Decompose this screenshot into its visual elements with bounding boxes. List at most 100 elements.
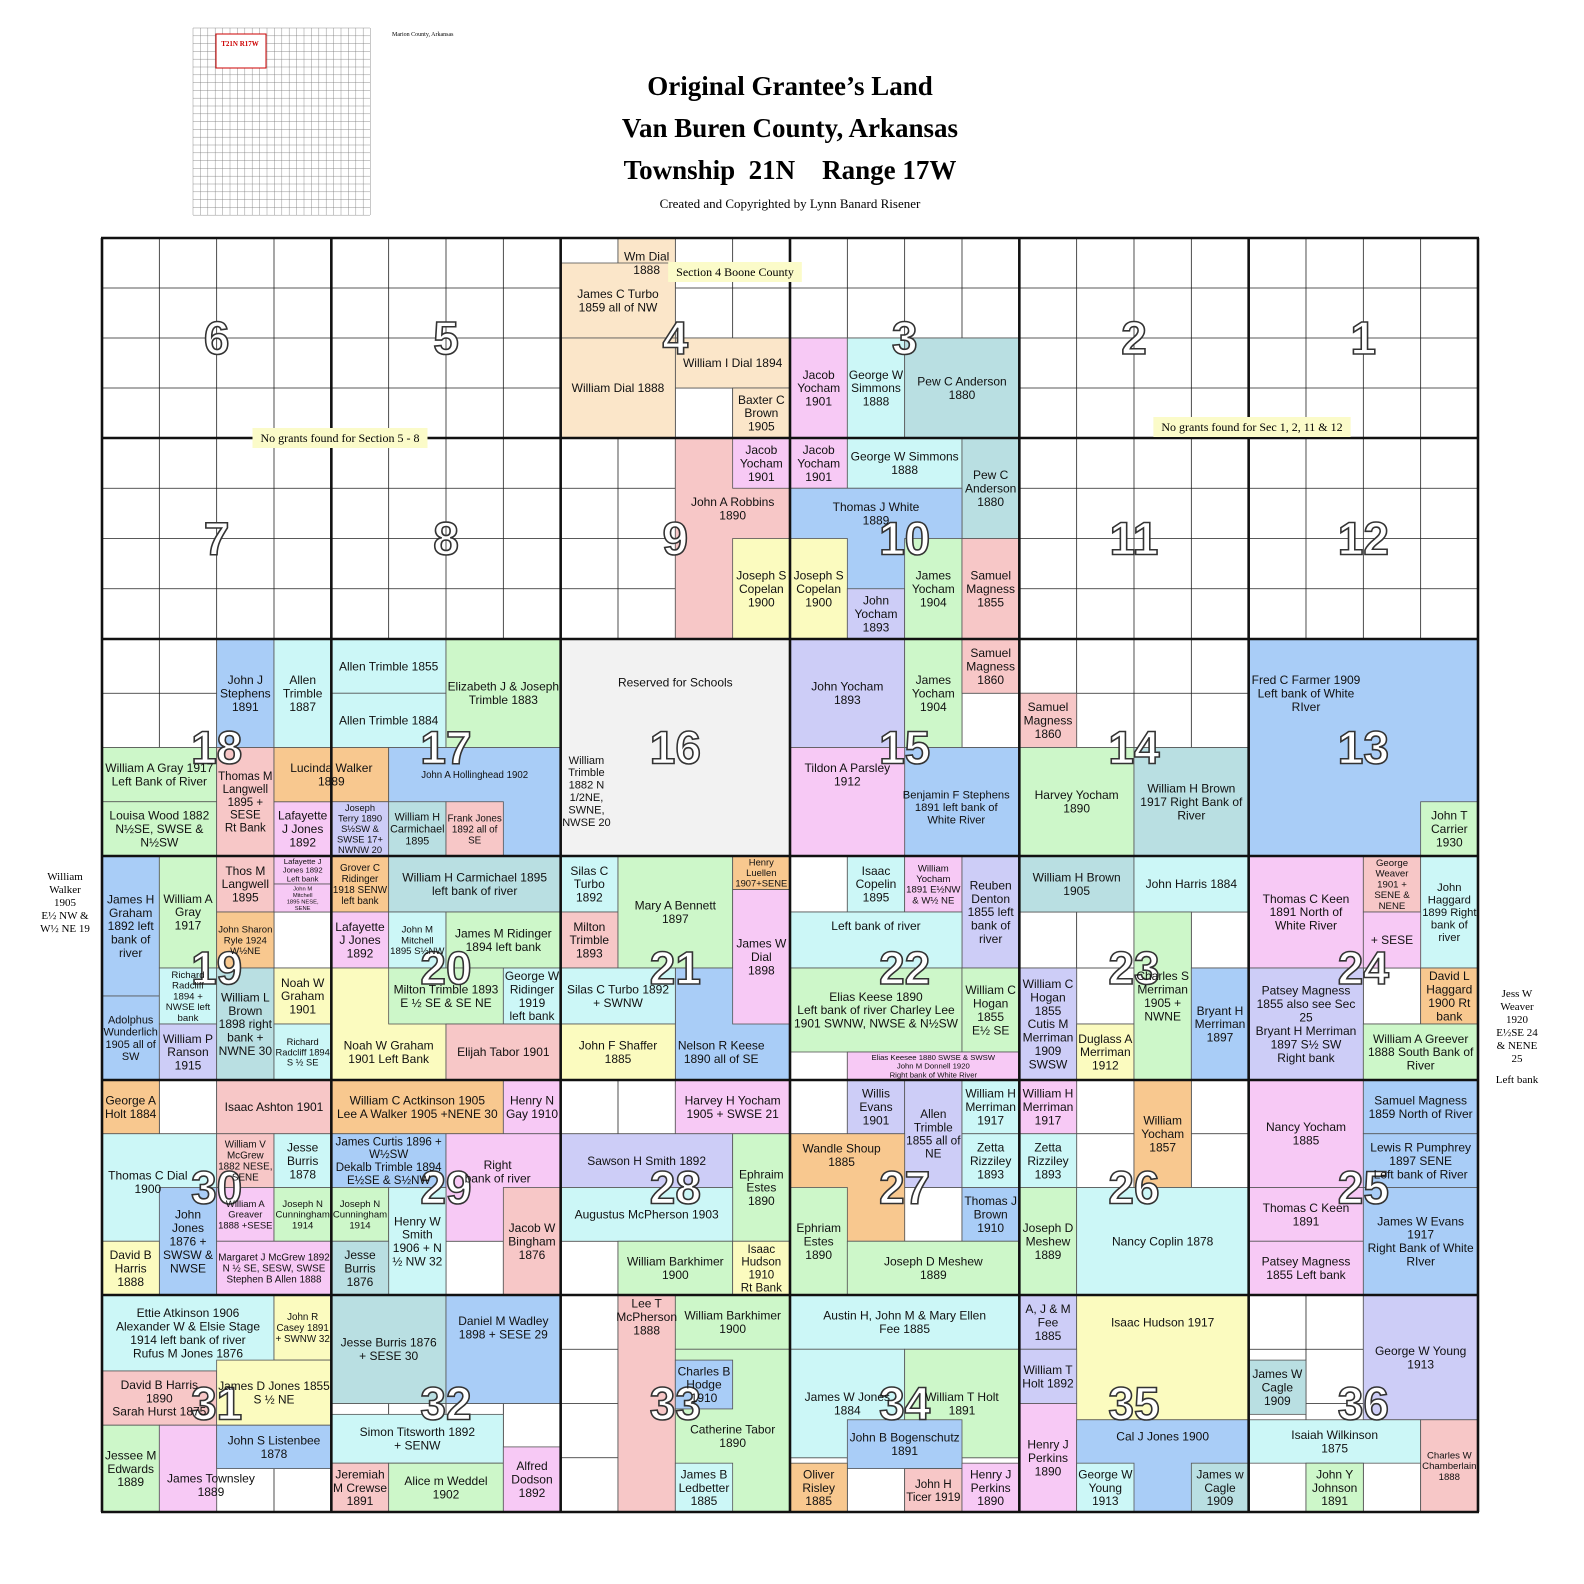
parcel-line: Weaver (1375, 869, 1409, 880)
parcel (961, 855, 1020, 969)
parcel-label: James M Ridinger 1894 left bank (455, 926, 552, 953)
parcel (101, 995, 160, 1081)
parcel (1190, 967, 1250, 1081)
parcel-line: William A (163, 892, 212, 906)
parcel-label: Noah W Graham 1901 (281, 976, 325, 1017)
parcel-line: Rt Bank (225, 823, 266, 835)
parcel-label: John Yocham 1893 (855, 594, 898, 635)
parcel-label: Joseph N Cunningham 1914 (333, 1199, 387, 1231)
parcel-line: left bank (509, 1009, 554, 1023)
section-number: 3 (892, 312, 918, 364)
parcel-line: Elijah Tabor 1901 (457, 1045, 550, 1059)
parcel-line: 1901 Left Bank (348, 1052, 430, 1066)
parcel-line: John (863, 594, 889, 608)
parcel-line: 1917 (175, 919, 202, 933)
parcel-line: John (175, 1208, 201, 1222)
parcel (330, 692, 447, 748)
parcel (560, 1133, 734, 1188)
parcel-line: Pew C (973, 468, 1009, 482)
parcel-line: Magness (966, 659, 1015, 673)
annotation-line: Walker (49, 884, 81, 896)
parcel-label: George W Young 1913 (1078, 1467, 1133, 1508)
parcel-line: 1888 (863, 395, 890, 409)
parcel-label: William I Dial 1894 (683, 356, 783, 370)
section-number: 9 (663, 513, 689, 565)
parcel-line: & W½ NE (912, 895, 954, 906)
parcel-label: Jacob Yocham 1901 (797, 443, 840, 484)
parcel-line: 1893 (834, 693, 861, 707)
parcel-line: 1892 (289, 836, 316, 850)
parcel-line: 1904 (920, 700, 947, 714)
parcel-line: James w (1196, 1467, 1244, 1481)
parcel-line: Johnson (1312, 1481, 1357, 1495)
parcel-line: Brown (974, 1208, 1008, 1222)
parcel (445, 1294, 562, 1404)
parcel-line: 1888 (1439, 1472, 1460, 1483)
parcel-line: Alfred (516, 1459, 547, 1473)
parcel-label: John Haggard 1899 Right bank of river (1422, 882, 1477, 944)
parcel-line: 1855 left (968, 905, 1015, 919)
parcel-line: 1901 (863, 1114, 890, 1128)
parcel (101, 855, 160, 997)
annotation-line: & NENE (1497, 1040, 1538, 1052)
title: Original Grantee’s Land (647, 71, 933, 101)
parcel-line: Holt 1892 (1022, 1376, 1074, 1390)
parcel-line: James W Evans (1377, 1214, 1464, 1228)
parcel-line: Terry 1890 (338, 814, 382, 824)
parcel-line: Allen (920, 1108, 946, 1121)
parcel (445, 638, 562, 748)
parcel-line: 1905 + (1144, 996, 1181, 1010)
parcel-label: Frank Jones 1892 all of SE (448, 813, 502, 846)
parcel-label: James Yocham 1904 (912, 569, 955, 610)
parcel-line: Wm Dial (624, 249, 669, 263)
annotation-line: 25 (1512, 1053, 1524, 1065)
parcel-label: + SESE (1371, 933, 1413, 947)
parcel-line: Left Bank of River (112, 775, 207, 789)
parcel-line: Isaac Hudson 1917 (1111, 1315, 1215, 1329)
parcel-line: Samuel (970, 569, 1011, 583)
parcel-label: James W Jones 1884 (805, 1390, 890, 1417)
parcel-line: William (569, 755, 605, 767)
section-number: 4 (663, 312, 689, 364)
parcel-line: 1910 (977, 1221, 1004, 1235)
parcel-line: Allen (289, 673, 316, 687)
parcel-line: SWNE, (568, 804, 604, 816)
parcel-line: Joseph N (282, 1199, 323, 1210)
parcel-line: S½SW & (341, 824, 380, 834)
parcel-label: John T Carrier 1930 (1431, 809, 1468, 850)
parcel-line: SWSE 17+ (337, 835, 383, 845)
parcel-line: David B Harris (121, 1378, 198, 1392)
parcel-label: Allen Trimble 1884 (339, 714, 439, 728)
parcel-line: Haggard (1426, 982, 1472, 996)
parcel-line: bank + (227, 1031, 263, 1045)
parcel-line: 1895 (232, 891, 259, 905)
parcel (1362, 1079, 1479, 1135)
parcel-line: Alice m Weddel (404, 1474, 487, 1488)
parcel-label: Margaret J McGrew 1892 N ½ SE, SESW, SWSE… (218, 1253, 329, 1286)
parcel-line: Charles W (1427, 1451, 1472, 1462)
parcel-line: 1909 (1207, 1494, 1234, 1508)
parcel-line: Jesse Burris 1876 (341, 1336, 437, 1350)
parcel-line: 1885 (691, 1494, 718, 1508)
parcel-line: 1880 (949, 388, 976, 402)
parcel-line: N ½ SE, SESW, SWSE (223, 1264, 326, 1275)
parcel-line: Charles S (1136, 969, 1189, 983)
parcel-line: 1909 (1035, 1044, 1062, 1058)
parcel (1018, 1079, 1078, 1135)
parcel-label: Duglass A Merriman 1912 (1078, 1032, 1132, 1073)
parcel (1420, 1419, 1479, 1513)
parcel (789, 538, 848, 640)
parcel-line: George W Simmons (851, 450, 959, 464)
parcel-line: Right bank of White River (890, 1070, 978, 1079)
parcel-label: Silas C Turbo 1892 (570, 864, 608, 905)
parcel-label: John Yocham 1893 (811, 680, 883, 707)
parcel-line: river (979, 932, 1002, 946)
parcel-line: George W (505, 969, 560, 983)
parcel-line: Henry (749, 857, 774, 868)
parcel-label: James W Evans 1917 Right Bank of White RIve… (1368, 1214, 1474, 1268)
parcel-line: River (1177, 808, 1205, 822)
parcel-line: 1888 (891, 463, 918, 477)
parcel-line: Isaiah Wilkinson (1291, 1428, 1378, 1442)
parcel (216, 747, 275, 857)
parcel-line: Jessee M (105, 1448, 156, 1462)
